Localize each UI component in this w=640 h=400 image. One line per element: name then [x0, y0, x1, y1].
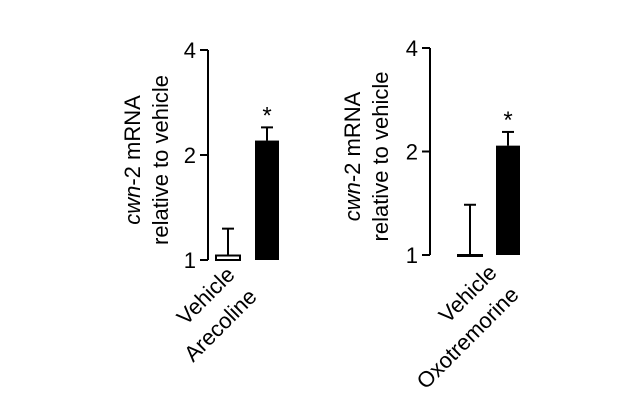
y-axis-label: cwn-2 mRNA relative to vehicle — [340, 72, 393, 242]
bar-arecoline — [255, 140, 279, 260]
chart-panel-2: 124*cwn-2 mRNA relative to vehicleVehicle… — [340, 36, 524, 394]
bar-oxotremorine — [496, 145, 520, 255]
y-tick-label: 1 — [184, 248, 196, 273]
y-axis-label: cwn-2 mRNA relative to vehicle — [120, 75, 173, 245]
y-tick-label: 4 — [406, 36, 418, 61]
chart-panel-1: 124*cwn-2 mRNA relative to vehicleVehicle… — [120, 38, 279, 366]
significance-marker: * — [262, 102, 271, 129]
significance-marker: * — [503, 107, 512, 134]
y-tick-label: 4 — [184, 38, 196, 63]
y-tick-label: 2 — [184, 143, 196, 168]
y-tick-label: 1 — [406, 243, 418, 268]
y-tick-label: 2 — [406, 140, 418, 165]
bar-vehicle — [457, 254, 483, 257]
bar-vehicle — [215, 254, 241, 261]
